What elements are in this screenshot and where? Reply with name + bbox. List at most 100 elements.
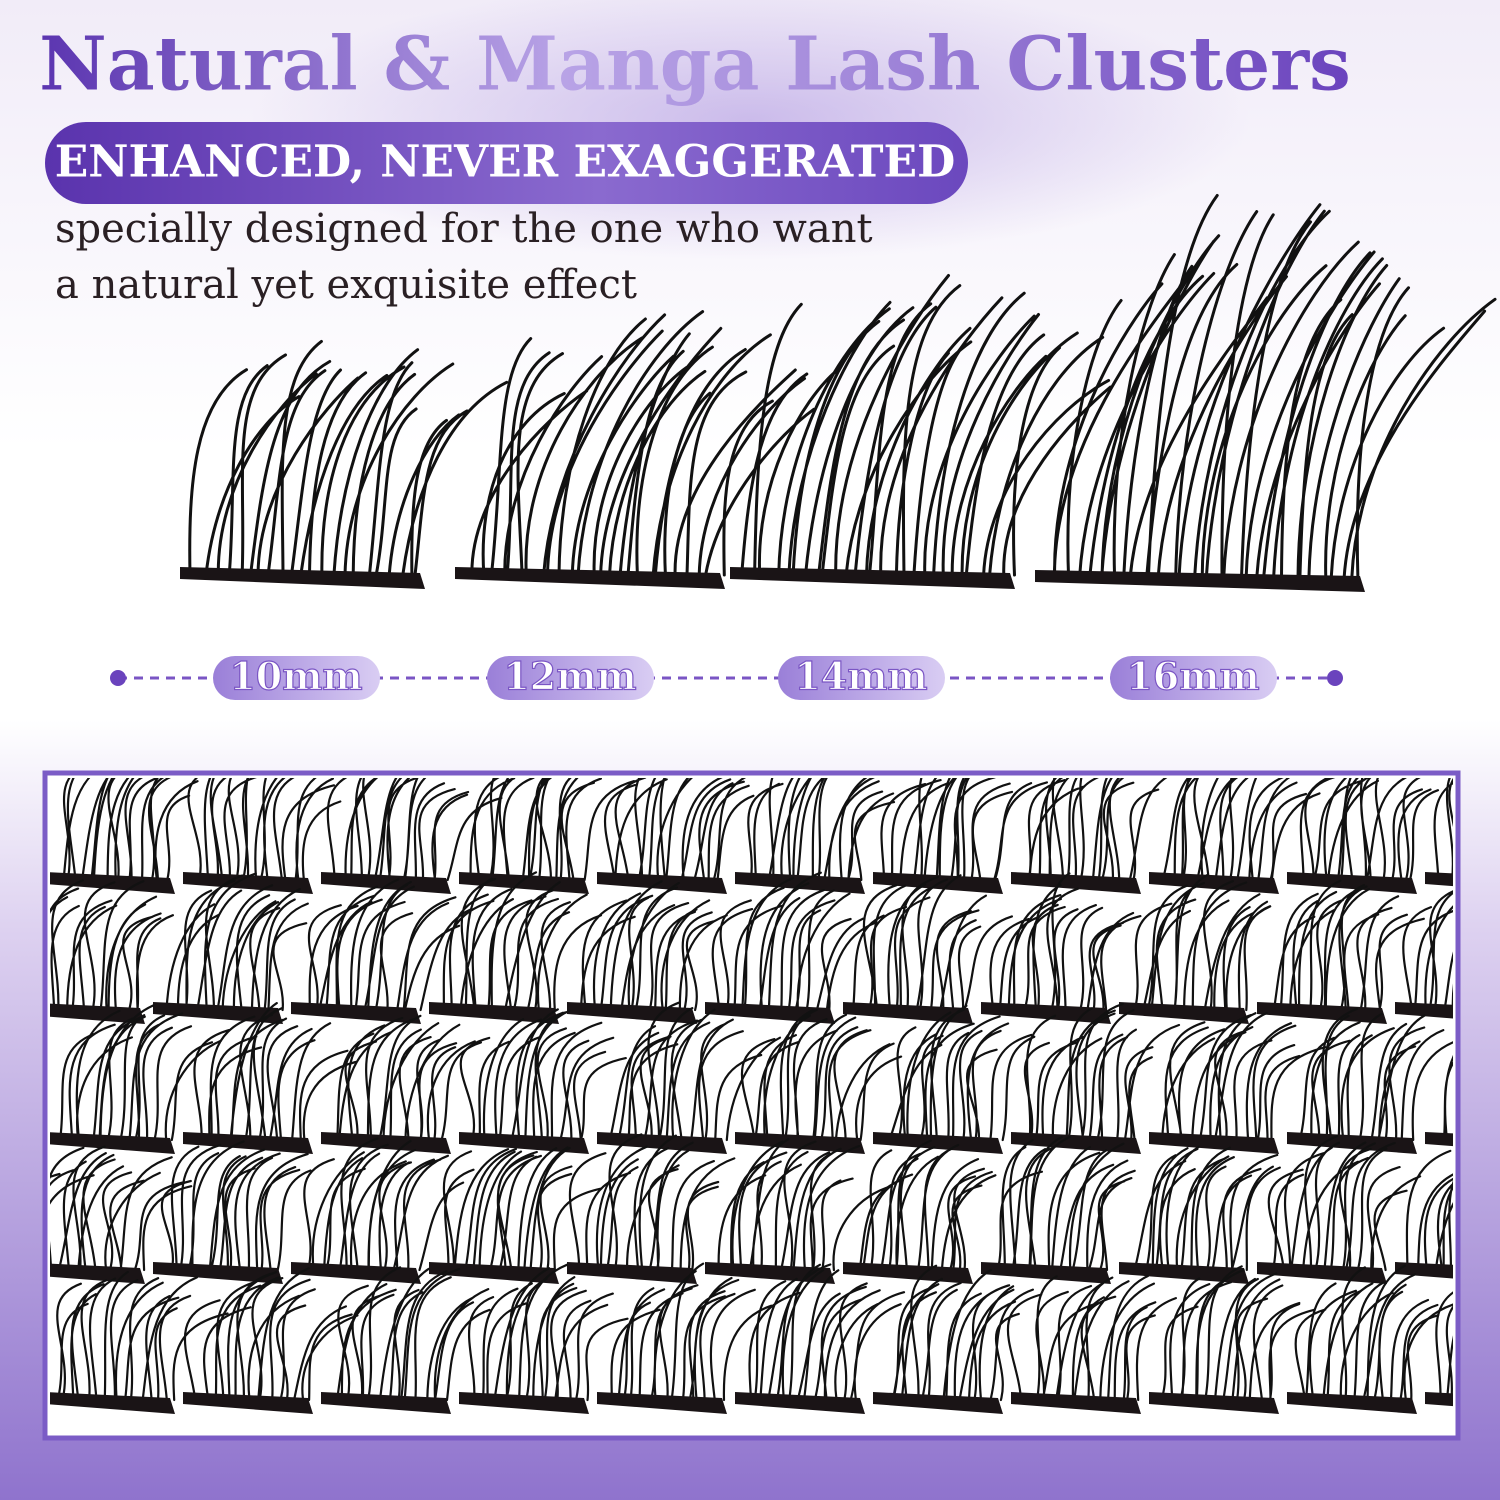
lash-strands (748, 1263, 906, 1402)
lash-strands (62, 778, 199, 882)
lash-strands (1272, 879, 1425, 1012)
lash-band (183, 872, 313, 894)
lash-strands (1267, 1135, 1422, 1272)
lash-strands (1435, 1291, 1453, 1402)
length-pill (213, 656, 380, 700)
lash-band (183, 1392, 313, 1414)
lash-strands (989, 872, 1142, 1012)
lash-band (291, 1262, 421, 1284)
title: Natural & Manga Lash Clusters (39, 22, 1351, 108)
lash-strands (468, 1263, 629, 1402)
lash-strands (1433, 778, 1453, 882)
lash-strands (740, 1008, 903, 1142)
lash-strands (58, 1004, 222, 1142)
lash-band (873, 1392, 1003, 1414)
lash-band (1149, 872, 1279, 894)
lash-strands (303, 1137, 465, 1272)
lash-band (705, 1262, 835, 1284)
description-line: specially designed for the one who want (55, 206, 873, 252)
lash-band (1395, 1262, 1453, 1279)
lash-band (291, 1002, 421, 1024)
lash-strands (888, 1004, 1036, 1142)
lash-tray (50, 778, 1453, 1414)
lash-strands (711, 871, 877, 1012)
lash-strands (891, 1264, 1034, 1402)
lash-strands (852, 874, 1013, 1012)
lash-strands (193, 1002, 357, 1142)
lash-strands (568, 1133, 736, 1272)
lash-strands (579, 880, 728, 1012)
lash-strands (1052, 194, 1497, 580)
lash-band (1425, 872, 1453, 887)
lash-band (321, 1132, 451, 1154)
lash-band (1149, 1132, 1279, 1154)
lash-strands (1161, 1012, 1327, 1142)
lash-strands (747, 778, 896, 882)
lash-strands (1133, 873, 1272, 1012)
lash-band (50, 1132, 175, 1154)
lash-band (1257, 1002, 1387, 1024)
lash-band (1425, 1392, 1453, 1407)
lash-strands (160, 1140, 312, 1272)
length-label: 14mm (794, 654, 927, 699)
lash-strands (610, 1262, 773, 1402)
length-pill (778, 656, 945, 700)
lash-band (730, 567, 1015, 589)
lash-band (50, 1003, 145, 1024)
length-pill (487, 656, 654, 700)
lash-strands (188, 339, 509, 577)
lash-band (1011, 1392, 1141, 1414)
lash-strands (1405, 1149, 1453, 1272)
lash-strands (1299, 778, 1440, 882)
lash-band (1287, 872, 1417, 894)
lash-strands (1298, 1007, 1453, 1142)
lash-band (597, 1392, 727, 1414)
lash-band (459, 1392, 589, 1414)
length-label: 10mm (229, 654, 362, 699)
lash-strands (56, 1270, 229, 1402)
lash-strands (1442, 1055, 1453, 1142)
lash-strands (183, 1267, 359, 1402)
lash-strands (1023, 1002, 1181, 1142)
lash-band (1257, 1262, 1387, 1284)
lash-strands (996, 1135, 1136, 1272)
lash-band (1011, 872, 1141, 894)
lash-strands (307, 878, 473, 1012)
lash-strands (326, 778, 503, 882)
lash-strands (1133, 1145, 1281, 1272)
lash-band (1425, 1132, 1453, 1147)
scale-dot (110, 670, 126, 686)
lash-strands (470, 310, 816, 577)
lash-strands (187, 778, 342, 882)
lash-strands (50, 879, 174, 1012)
lash-strands (50, 1145, 193, 1272)
lash-band (597, 872, 727, 894)
lash-band (735, 1132, 865, 1154)
lash-band (153, 1262, 283, 1284)
lash-strands (858, 1139, 997, 1272)
lash-band (1149, 1392, 1279, 1414)
lash-band (321, 1392, 451, 1414)
lash-strands (469, 778, 636, 882)
lash-band (1287, 1392, 1417, 1414)
lash-band (1119, 1262, 1249, 1284)
badge-pill (45, 122, 968, 204)
lash-strands (880, 778, 1048, 882)
lash-samples (180, 194, 1497, 592)
lash-band (735, 1392, 865, 1414)
lash-strands (1027, 778, 1168, 882)
lash-band (1395, 1002, 1453, 1019)
lash-band (429, 1002, 559, 1024)
lash-band (981, 1262, 1111, 1284)
lash-band (180, 567, 425, 589)
lash-strands (336, 1266, 491, 1402)
lash-strands (336, 1014, 482, 1142)
lash-strands (165, 872, 309, 1012)
badge-text: ENHANCED, NEVER EXAGGERATED (55, 137, 955, 188)
description-line: a natural yet exquisite effect (55, 262, 637, 308)
lash-strands (717, 1138, 888, 1272)
lash-band (50, 1263, 145, 1284)
lash-strands (442, 871, 603, 1012)
lash-band (1035, 570, 1365, 592)
